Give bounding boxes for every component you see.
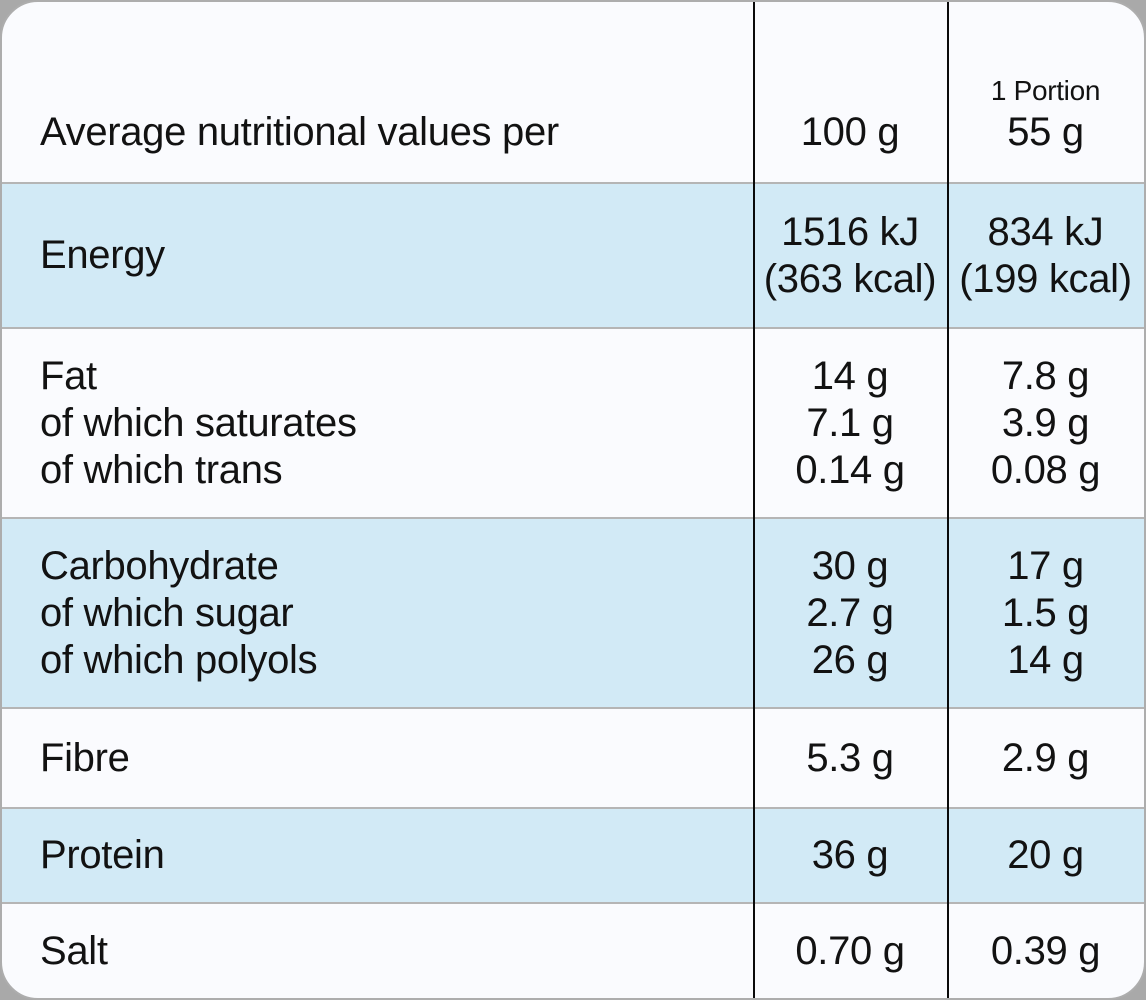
value-portion: 20 g	[1007, 833, 1084, 877]
row-portion-cell: 0.39 g	[947, 904, 1144, 998]
table-row-protein: Protein 36 g 20 g	[2, 807, 1144, 902]
row-100g-cell: 5.3 g	[753, 709, 947, 807]
value-portion: 1.5 g	[1001, 590, 1090, 635]
value-portion: 2.9 g	[1001, 735, 1090, 780]
value-100g: 0.70 g	[795, 928, 905, 973]
table-row-carbohydrate: Carbohydrate of which sugar of which pol…	[2, 517, 1144, 707]
value-100g: 14 g	[811, 353, 889, 398]
column-divider-1	[753, 2, 755, 998]
row-label-cell: Protein	[2, 809, 753, 902]
table-row-fibre: Fibre 5.3 g 2.9 g	[2, 707, 1144, 807]
header-100g-cell: 100 g	[753, 2, 947, 182]
row-100g-cell: 36 g	[753, 809, 947, 902]
row-label-cell: Energy	[2, 184, 753, 327]
value-portion: 3.9 g	[1001, 400, 1090, 445]
value-portion: 14 g	[1007, 637, 1084, 682]
header-portion-label: 1 Portion	[990, 75, 1101, 106]
row-portion-cell: 7.8 g 3.9 g 0.08 g	[947, 329, 1144, 517]
header-label-cell: Average nutritional values per	[2, 2, 753, 182]
row-portion-cell: 20 g	[947, 809, 1144, 902]
row-label-cell: Fat of which saturates of which trans	[2, 329, 753, 517]
value-portion: (199 kcal)	[959, 256, 1132, 301]
value-portion: 17 g	[1007, 543, 1084, 588]
row-sublabel: of which saturates	[40, 400, 357, 445]
row-100g-cell: 1516 kJ (363 kcal)	[753, 184, 947, 327]
row-sublabel: of which sugar	[40, 590, 294, 635]
value-portion: 0.39 g	[990, 928, 1101, 973]
table-row-energy: Energy 1516 kJ (363 kcal) 834 kJ (199 kc…	[2, 182, 1144, 327]
value-portion: 7.8 g	[1001, 353, 1090, 398]
row-label: Protein	[40, 833, 165, 877]
row-portion-cell: 834 kJ (199 kcal)	[947, 184, 1144, 327]
row-100g-cell: 30 g 2.7 g 26 g	[753, 519, 947, 707]
header-portion-cell: 1 Portion 55 g	[947, 2, 1144, 182]
value-100g: 26 g	[811, 637, 889, 682]
header-portion-amount: 55 g	[1007, 110, 1084, 154]
row-label-cell: Salt	[2, 904, 753, 998]
row-label: Fat	[40, 353, 97, 398]
value-100g: (363 kcal)	[763, 256, 937, 301]
value-100g: 1516 kJ	[781, 209, 919, 254]
table-row-fat: Fat of which saturates of which trans 14…	[2, 327, 1144, 517]
value-100g: 5.3 g	[806, 735, 894, 780]
row-label: Fibre	[40, 735, 130, 780]
column-divider-2	[947, 2, 949, 998]
header-100g: 100 g	[800, 110, 900, 154]
row-sublabel: of which trans	[40, 447, 283, 492]
row-label: Salt	[40, 928, 108, 973]
value-100g: 2.7 g	[806, 590, 894, 635]
header-title: Average nutritional values per	[40, 110, 559, 154]
row-sublabel: of which polyols	[40, 637, 318, 682]
row-100g-cell: 0.70 g	[753, 904, 947, 998]
row-label-cell: Carbohydrate of which sugar of which pol…	[2, 519, 753, 707]
value-100g: 36 g	[811, 833, 889, 877]
value-100g: 0.14 g	[795, 447, 905, 492]
row-label: Energy	[40, 233, 165, 277]
row-label-cell: Fibre	[2, 709, 753, 807]
value-100g: 7.1 g	[806, 400, 894, 445]
row-portion-cell: 2.9 g	[947, 709, 1144, 807]
row-portion-cell: 17 g 1.5 g 14 g	[947, 519, 1144, 707]
table-row-salt: Salt 0.70 g 0.39 g	[2, 902, 1144, 998]
value-portion: 834 kJ	[987, 209, 1104, 254]
value-portion: 0.08 g	[990, 447, 1101, 492]
value-100g: 30 g	[811, 543, 889, 588]
row-100g-cell: 14 g 7.1 g 0.14 g	[753, 329, 947, 517]
table-header-row: Average nutritional values per 100 g 1 P…	[2, 2, 1144, 182]
row-label: Carbohydrate	[40, 543, 279, 588]
